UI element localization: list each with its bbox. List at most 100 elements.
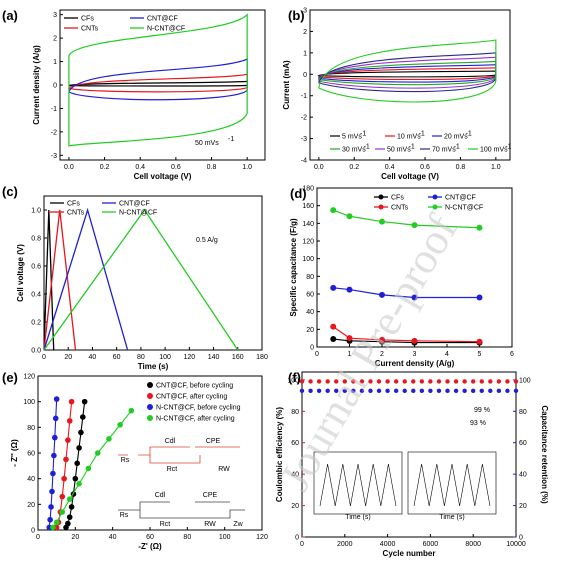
panel-d-ytick-label: 60 bbox=[306, 292, 314, 299]
panel-a-legend-cntcf: CNT@CF bbox=[147, 16, 178, 23]
panel-f-point-1 bbox=[453, 388, 459, 394]
panel-f-point-0 bbox=[385, 379, 390, 384]
panel-f-point-0 bbox=[393, 379, 399, 384]
panel-d-legend-cnts-marker bbox=[378, 204, 384, 210]
panel-f-xtick-label: 2000 bbox=[337, 541, 353, 548]
panel-d-xtick-label: 2 bbox=[380, 351, 384, 358]
panel-e-point-N-CNT@CF, before cycling bbox=[47, 516, 53, 523]
panel-d-xtick-label: 0 bbox=[315, 351, 319, 358]
panel-a-xtick-label: 0.4 bbox=[135, 164, 145, 171]
panel-d-point-CNT@CF bbox=[346, 286, 353, 293]
panel-b-xtick-label: 0.2 bbox=[349, 164, 359, 171]
panel-b-xtick-label: 1.0 bbox=[491, 164, 501, 171]
panel-a-annotation-sup: -1 bbox=[228, 136, 234, 143]
panel-e-point-CNT@CF, after cycling bbox=[66, 418, 73, 424]
panel-f-point-0 bbox=[368, 379, 373, 384]
panel-c-xtick-label: 120 bbox=[183, 354, 195, 361]
panel-f-point-0 bbox=[436, 379, 442, 384]
panel-f-point-1 bbox=[411, 388, 416, 394]
panel-f-point-1 bbox=[368, 388, 373, 394]
panel-c-annotation: 0.5 A/g bbox=[196, 237, 218, 244]
panel-c-xtick-label: 100 bbox=[159, 354, 171, 361]
panel-f-point-0 bbox=[325, 379, 330, 384]
panel-c-xtick-label: 60 bbox=[113, 354, 121, 361]
panel-e-ytick-label: 0 bbox=[31, 528, 35, 535]
panel-d-point-N-CNT@CF bbox=[411, 222, 418, 229]
panel-c-frame bbox=[43, 195, 263, 351]
panel-e-point-CNT@CF, before cycling bbox=[78, 429, 84, 436]
panel-f-point-0 bbox=[488, 379, 493, 384]
panel-f-point-0 bbox=[513, 379, 519, 384]
panel-e-point-CNT@CF, after cycling bbox=[68, 398, 75, 405]
panel-c-chart: 0 20 40 60 80 100 120 140 160 180 0.0 0.2 0.4 0.6 0.8 1… bbox=[16, 195, 268, 371]
panel-d-legend-cntcf: CNT@CF bbox=[445, 195, 476, 202]
panel-d-point-N-CNT@CF bbox=[476, 224, 483, 231]
panel-e-xtick-label: 100 bbox=[219, 534, 231, 541]
panel-e-circuit-1: Rs Cdl CPE Rct RW bbox=[118, 438, 240, 473]
panel-b-xtick-label: 0.8 bbox=[456, 164, 466, 171]
panel-e-xtick-label: 20 bbox=[71, 534, 79, 541]
panel-f-ytick-left-label: 40 bbox=[291, 472, 299, 479]
panel-e-point-N-CNT@CF, before cycling bbox=[52, 415, 59, 422]
panel-f-point-0 bbox=[299, 379, 305, 384]
panel-e-point-CNT@CF, after cycling bbox=[61, 475, 67, 482]
panel-f-point-0 bbox=[496, 379, 502, 384]
panel-f-point-0 bbox=[479, 379, 484, 384]
panel-c-xtick-label: 40 bbox=[89, 354, 97, 361]
panel-f-xtick-label: 0 bbox=[300, 541, 304, 548]
panel-e-ytick-label: 80 bbox=[27, 425, 35, 432]
panel-e-xtick-label: 0 bbox=[36, 534, 40, 541]
panel-e-point-CNT@CF, before cycling bbox=[68, 504, 75, 510]
panel-e-point-N-CNT@CF, after cycling bbox=[85, 465, 92, 472]
panel-a-frame bbox=[59, 9, 266, 161]
panel-f-point-0 bbox=[308, 379, 313, 384]
panel-b-legend-sup-1: -1 bbox=[419, 131, 425, 138]
panel-e-circuit-2-wires bbox=[118, 501, 245, 519]
panel-b-legend-3: 30 mVs bbox=[342, 147, 366, 154]
panel-a-xtick-label: 1.0 bbox=[242, 164, 252, 171]
panel-e-point-CNT@CF, before cycling bbox=[65, 520, 71, 527]
panel-f-ytick-right-label: 20 bbox=[519, 503, 527, 510]
panel-a-ytick-label: 2 bbox=[53, 36, 57, 43]
panel-b-legend-6: 100 mVs bbox=[480, 147, 508, 154]
panel-b-legend-4: 50 mVs bbox=[387, 147, 411, 154]
panel-a-chart: 0.0 0.2 0.4 0.6 0.8 1.0 -3 -2 -1 0 1 2 3 Cell voltage… bbox=[32, 9, 266, 181]
panel-b-legend-sup-4: -1 bbox=[409, 144, 415, 151]
panel-e-point-CNT@CF, after cycling bbox=[59, 493, 66, 500]
panel-e-circuit-1-cpe: CPE bbox=[206, 438, 221, 445]
panel-c-legend-ncntcf: N-CNT@CF bbox=[119, 210, 157, 217]
panel-e-point-CNT@CF, before cycling bbox=[80, 414, 86, 420]
panel-f-point-1 bbox=[505, 388, 510, 394]
panel-e-ylabel: - Z'' (Ω) bbox=[10, 439, 19, 467]
panel-f-annotation-99: 99 % bbox=[474, 407, 490, 414]
panel-b-legend-0: 5 mVs bbox=[342, 134, 362, 141]
panel-d-legend-ncntcf: N-CNT@CF bbox=[445, 205, 483, 212]
panel-e-point-CNT@CF, before cycling bbox=[81, 398, 88, 405]
panel-e-point-N-CNT@CF, after cycling bbox=[53, 519, 60, 526]
panel-f-point-0 bbox=[411, 379, 416, 384]
panel-f-point-0 bbox=[471, 379, 476, 384]
panel-e-point-CNT@CF, after cycling bbox=[63, 456, 69, 463]
panel-f-point-0 bbox=[351, 379, 356, 384]
panel-f-point-1 bbox=[436, 388, 442, 394]
panel-f-point-0 bbox=[376, 379, 382, 384]
panel-d-point-CNTs bbox=[476, 338, 483, 345]
panel-b-frame bbox=[309, 9, 511, 161]
panel-e-circuit-1-wires bbox=[118, 446, 240, 464]
panel-e-point-N-CNT@CF, after cycling bbox=[76, 481, 82, 487]
panel-d-point-CNTs bbox=[330, 323, 337, 330]
panel-e-legend-marker-3 bbox=[147, 415, 153, 421]
panel-d-point-N-CNT@CF bbox=[379, 218, 385, 225]
panel-f-ytick-right-label: 60 bbox=[519, 440, 527, 447]
panel-f-point-1 bbox=[479, 388, 484, 394]
panel-a-ytick-label: -3 bbox=[51, 153, 57, 160]
panel-f-point-1 bbox=[385, 388, 390, 394]
panel-b-ytick-label: -3 bbox=[301, 136, 307, 143]
panel-d-xlabel: Current density (A/g) bbox=[375, 359, 455, 368]
panel-f-point-0 bbox=[419, 379, 425, 384]
panel-d-xtick-label: 4 bbox=[445, 351, 449, 358]
panel-e-legend-3: N-CNT@CF, after cycling bbox=[156, 416, 235, 423]
panel-d-point-CNT@CF bbox=[411, 294, 418, 301]
panel-f-point-0 bbox=[428, 379, 433, 384]
